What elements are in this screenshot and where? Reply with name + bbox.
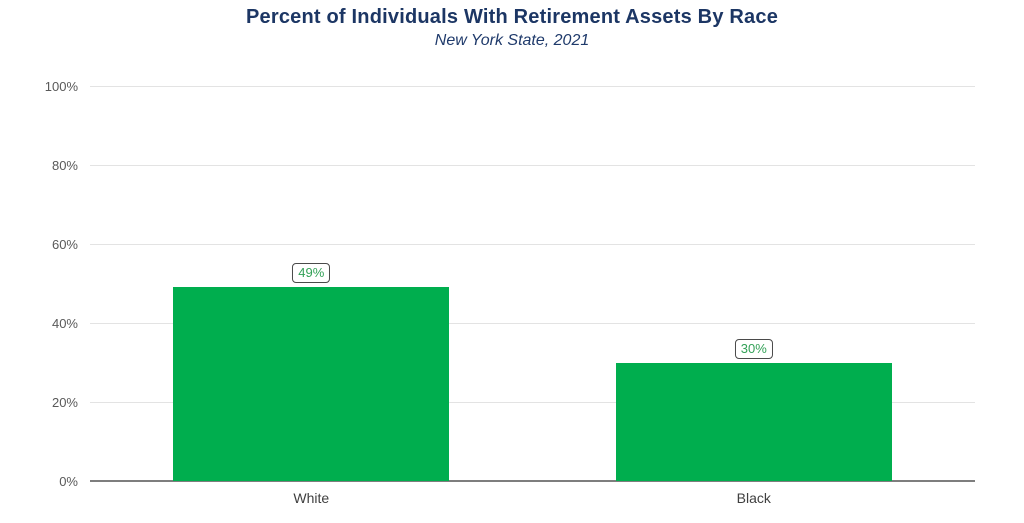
y-axis-tick-label: 80% (51, 158, 78, 173)
bar-black (615, 362, 892, 481)
y-axis-tick-label: 0% (59, 474, 78, 489)
y-axis-tick-label: 100% (44, 79, 78, 94)
x-axis-line (90, 480, 975, 482)
y-axis-tick-label: 60% (51, 237, 78, 252)
x-axis-category-label: Black (736, 490, 771, 506)
gridline (90, 402, 975, 403)
chart-header: Percent of Individuals With Retirement A… (0, 6, 1024, 50)
y-axis-tick-label: 40% (51, 316, 78, 331)
gridline (90, 244, 975, 245)
chart-title: Percent of Individuals With Retirement A… (245, 6, 779, 28)
y-axis-tick-label: 20% (51, 395, 78, 410)
bar-white (173, 287, 450, 481)
value-label-black: 30% (734, 338, 773, 359)
x-axis-category-label: White (293, 490, 330, 506)
value-label-white: 49% (292, 263, 331, 284)
gridline (90, 323, 975, 324)
chart-subtitle: New York State, 2021 (434, 32, 590, 49)
gridline (90, 165, 975, 166)
gridline (90, 86, 975, 87)
